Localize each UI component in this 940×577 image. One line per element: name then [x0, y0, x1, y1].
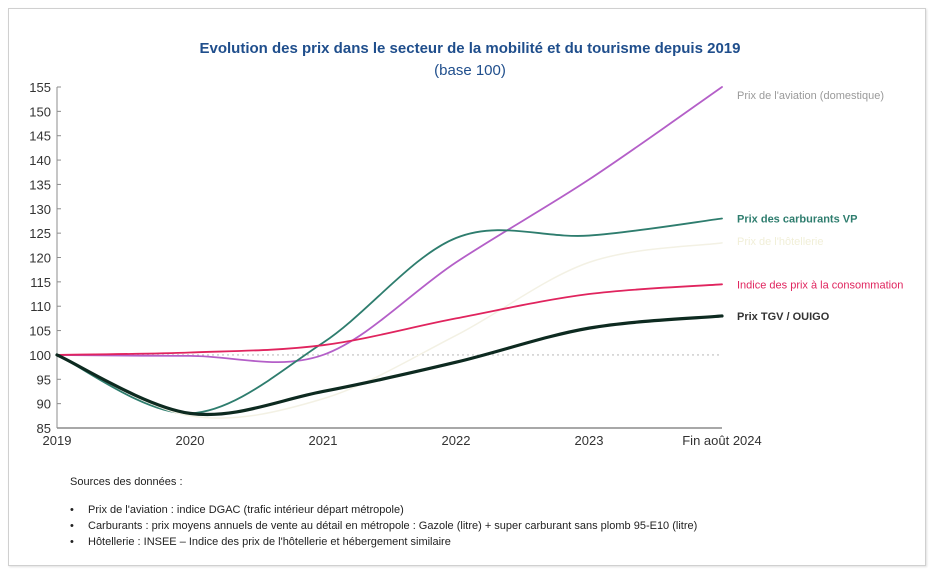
series-label-aviation: Prix de l'aviation (domestique)	[737, 90, 884, 102]
series-line-aviation	[56, 86, 723, 364]
y-tick-label: 125	[29, 226, 51, 241]
series-line-tgv	[55, 314, 724, 417]
y-tick-label: 100	[29, 348, 51, 363]
y-tick-label: 110	[30, 299, 51, 314]
x-tick-label: 2019	[43, 433, 72, 448]
x-tick-label: 2020	[176, 433, 205, 448]
y-tick-label: 95	[37, 372, 51, 387]
chart-frame	[8, 8, 926, 566]
sources-block: Sources des données : Prix de l'aviation…	[70, 476, 697, 550]
series-line-hotellerie	[56, 242, 723, 419]
series-label-tgv: Prix TGV / OUIGO	[737, 311, 830, 323]
x-tick-label: 2023	[575, 433, 604, 448]
series-labels: Prix de l'aviation (domestique) Prix des …	[737, 90, 903, 323]
y-tick-label: 150	[29, 104, 51, 119]
y-tick-label: 135	[29, 177, 51, 192]
sources-list: Prix de l'aviation : indice DGAC (trafic…	[70, 502, 697, 550]
series-label-hotellerie: Prix de l'hôtellerie	[737, 236, 823, 248]
sources-heading: Sources des données :	[70, 476, 183, 488]
series-label-ipc: Indice des prix à la consommation	[737, 279, 903, 291]
x-tick-label: Fin août 2024	[682, 433, 762, 448]
series-lines	[55, 86, 724, 419]
series-line-carburants	[56, 217, 723, 415]
x-tick-label: 2022	[442, 433, 471, 448]
chart-title: Evolution des prix dans le secteur de la…	[199, 40, 741, 57]
series-line-ipc	[56, 283, 723, 356]
y-tick-label: 90	[37, 397, 51, 412]
axes: 85 90 95 100 105 110 115 120 125 130 135 140 145 150 1…	[29, 80, 761, 448]
source-item-hotellerie: Hôtellerie : INSEE – Indice des prix de …	[70, 534, 697, 550]
y-tick-label: 130	[29, 202, 51, 217]
source-item-aviation: Prix de l'aviation : indice DGAC (trafic…	[70, 502, 697, 518]
series-label-carburants: Prix des carburants VP	[737, 214, 857, 226]
x-tick-label: 2021	[309, 433, 338, 448]
y-tick-label: 140	[29, 153, 51, 168]
y-tick-label: 155	[29, 80, 51, 95]
y-tick-label: 115	[30, 275, 51, 290]
y-tick-label: 145	[29, 129, 51, 144]
y-tick-label: 120	[29, 251, 51, 266]
y-tick-label: 85	[37, 421, 51, 436]
chart-subtitle: (base 100)	[434, 62, 506, 79]
y-tick-label: 105	[29, 324, 51, 339]
source-item-carburants: Carburants : prix moyens annuels de vent…	[70, 518, 697, 534]
